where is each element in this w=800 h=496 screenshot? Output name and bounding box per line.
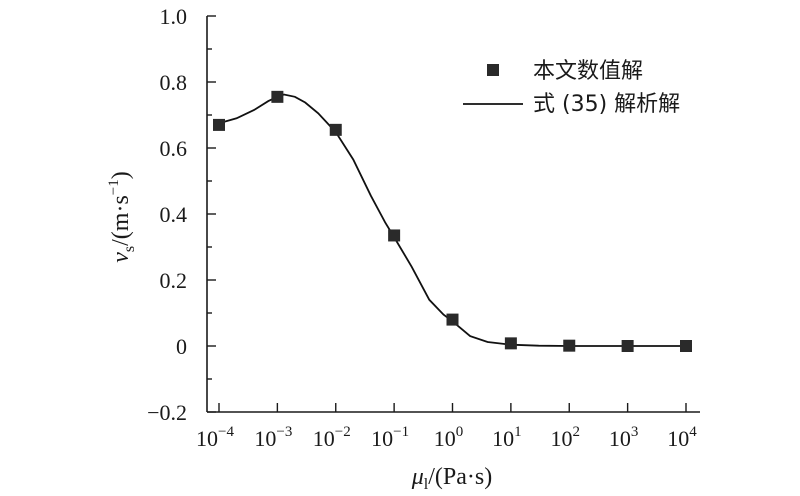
- y-tick-label: 0.4: [160, 202, 188, 227]
- data-point-marker: [271, 90, 284, 103]
- y-axis-label-unit-a: /(m·s: [108, 195, 134, 246]
- data-point-marker: [213, 118, 225, 131]
- x-tick-label: 10−2: [313, 424, 351, 451]
- data-point-marker: [563, 339, 576, 352]
- x-tick-label: 10−3: [254, 424, 292, 451]
- y-axis-label: vs/(m·s−1): [106, 171, 138, 263]
- data-points-layer: [213, 90, 692, 352]
- x-tick-label: 10−1: [371, 424, 409, 451]
- data-point-marker: [621, 340, 634, 352]
- analytic-curve: [218, 93, 686, 347]
- legend: 本文数值解 式 (35) 解析解: [463, 59, 680, 117]
- x-axis-label-rest: /(Pa·s): [428, 464, 492, 490]
- legend-label-numerical: 本文数值解: [533, 59, 643, 84]
- data-point-marker: [329, 123, 342, 136]
- y-tick-label: 0.2: [160, 268, 188, 293]
- y-tick-label: 0: [176, 334, 187, 359]
- data-point-marker: [680, 340, 692, 352]
- x-tick-label: 103: [609, 424, 639, 451]
- y-axis-label-symbol: v: [108, 252, 134, 263]
- y-axis-label-sup: −1: [106, 179, 122, 195]
- legend-marker-numerical: [487, 64, 499, 76]
- data-point-marker: [388, 229, 401, 242]
- x-tick-label: 101: [492, 424, 522, 451]
- x-tick-label: 10−4: [196, 424, 234, 451]
- y-axis-label-unit-b: ): [108, 171, 134, 179]
- y-axis-label-sub: s: [121, 246, 138, 252]
- x-tick-label: 102: [551, 424, 581, 451]
- x-tick-label: 104: [667, 424, 697, 451]
- x-axis-ticks: 10−4 10−3 10−2 10−1 100 101 102 103 104: [196, 403, 697, 451]
- x-axis-label-symbol: μ: [411, 464, 424, 490]
- x-tick-label: 100: [434, 424, 464, 451]
- y-tick-label: −0.2: [147, 400, 187, 425]
- analytic-curve-layer: [218, 93, 686, 347]
- x-axis-label: μl/(Pa·s): [411, 464, 492, 493]
- y-axis-ticks: −0.2 0 0.2 0.4 0.6 0.8 1.0: [147, 4, 216, 425]
- y-tick-label: 0.8: [160, 70, 188, 95]
- data-point-marker: [504, 337, 517, 350]
- x-axis-label-sub: l: [424, 476, 429, 493]
- y-tick-label: 0.6: [160, 136, 188, 161]
- legend-label-analytic: 式 (35) 解析解: [533, 92, 680, 117]
- y-tick-label: 1.0: [160, 4, 188, 29]
- data-point-marker: [446, 313, 459, 326]
